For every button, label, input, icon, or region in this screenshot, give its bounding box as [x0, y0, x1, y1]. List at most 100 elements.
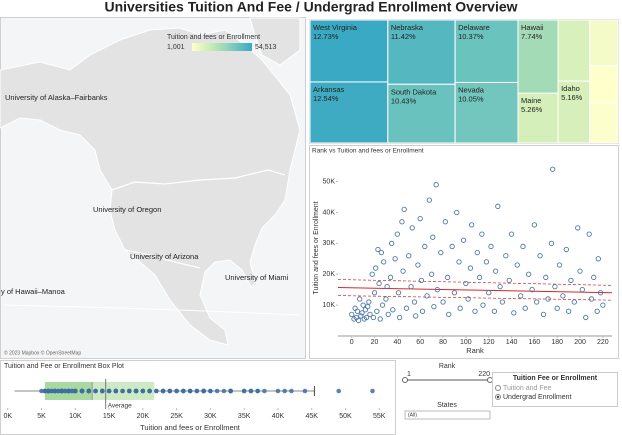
box-point [167, 388, 173, 394]
scatter-point [376, 280, 382, 287]
trend-band [337, 279, 613, 286]
states-dropdown[interactable] [404, 410, 491, 420]
radio-button[interactable] [495, 385, 501, 391]
box-point [214, 388, 220, 394]
colorbar-max-label: 54,513 [255, 44, 277, 51]
slider-handle[interactable] [487, 377, 493, 383]
colorbar-min-label: 1,001 [167, 44, 185, 51]
scatter-point [412, 313, 419, 319]
treemap-cell [309, 81, 389, 144]
box-point [62, 388, 68, 394]
scatter-point [543, 274, 549, 280]
rank-slider[interactable] [405, 379, 490, 381]
scatter-point [428, 271, 435, 277]
x-tick-label: 220 [597, 339, 609, 346]
box-point [255, 388, 260, 394]
box-point [370, 388, 375, 394]
y-tick-label: 20K [323, 271, 336, 278]
box-point [59, 388, 65, 394]
scatter-point [378, 249, 385, 256]
y-tick-label: 30K [323, 240, 336, 247]
map-label: University of Miami [225, 273, 289, 282]
box-point [289, 388, 294, 394]
treemap-cell [589, 19, 619, 66]
box-point [86, 388, 92, 394]
radio-label[interactable]: Tuition and Fee [503, 385, 551, 392]
scatter-point [394, 231, 401, 237]
scatter-point [430, 234, 436, 240]
box-point [181, 388, 186, 394]
scatter-point [556, 262, 563, 268]
scatter-point [419, 308, 426, 314]
scatter-point [474, 249, 480, 256]
scatter-point [433, 182, 439, 188]
box-point [133, 388, 139, 394]
scatter-point [597, 290, 604, 296]
x-tick-label: 120 [483, 339, 495, 346]
scatter-point [552, 283, 558, 290]
box-point [228, 388, 233, 394]
border-line [111, 169, 286, 191]
treemap-cell [589, 64, 619, 104]
scatter-point [499, 299, 506, 305]
scatter-point [503, 253, 509, 259]
map-label: University of Oregon [93, 205, 161, 214]
box-point [302, 388, 308, 394]
scatter-point [488, 243, 494, 250]
scatter-point [446, 311, 452, 318]
treemap-value-label: 12.73% [313, 32, 339, 41]
scatter-point [370, 314, 377, 321]
scatter-point [537, 253, 543, 259]
scatter-point [374, 308, 380, 314]
slider-handle[interactable] [402, 377, 408, 383]
scatter-point [389, 240, 395, 247]
scatter-point [440, 299, 446, 305]
scatter-point [396, 314, 403, 321]
scatter-point [554, 305, 560, 311]
scatter-point [594, 308, 600, 314]
y-axis-label: Tuition and fees or Enrollment [313, 201, 320, 294]
rank-min: 1 [407, 371, 411, 378]
scatter-point [479, 231, 485, 237]
scatter-point [375, 246, 381, 253]
scatter-point [400, 268, 406, 274]
treemap-cell [517, 92, 559, 144]
scatter-point [426, 197, 432, 203]
box-point [187, 388, 193, 394]
box-point [174, 388, 179, 394]
x-tick-label: 5K [37, 413, 46, 420]
scatter-point [522, 305, 528, 311]
scatter-point [588, 296, 595, 302]
box-point [154, 388, 159, 394]
scatter-point [383, 296, 389, 302]
scatter-point [518, 293, 524, 299]
scatter-point [563, 246, 569, 253]
scatter-point [417, 216, 423, 222]
y-tick-label: 10K [323, 302, 336, 309]
x-axis-label: Rank [466, 346, 484, 355]
treemap-value-label: 10.43% [391, 96, 417, 105]
x-tick-label: 50K [339, 413, 352, 420]
scatter-point [431, 304, 437, 310]
x-tick-label: 55K [373, 413, 386, 420]
scatter-point [371, 290, 378, 296]
box-point [127, 388, 132, 394]
scatter-point [363, 314, 370, 321]
box-point [79, 388, 85, 394]
treemap-label: Delaware [458, 23, 490, 32]
scatter-point [468, 222, 475, 228]
scatter-point [409, 225, 415, 231]
box-point [241, 388, 247, 394]
treemap-value-label: 7.74% [521, 32, 543, 41]
map-credits: © 2023 Mapbox © OpenStreetMap [4, 349, 81, 356]
treemap-value-label: 12.54% [313, 94, 339, 103]
x-tick-label: 0K [3, 413, 12, 420]
radio-label[interactable]: Undergrad Enrollment [503, 394, 572, 401]
box-point [262, 388, 267, 394]
scatter-point [424, 293, 430, 299]
x-tick-label: 40K [272, 413, 285, 420]
map-label: University of Arizona [130, 252, 199, 261]
dashboard-title: Universities Tuition And Fee / Undergrad… [104, 0, 517, 15]
radio-dot [496, 395, 500, 399]
